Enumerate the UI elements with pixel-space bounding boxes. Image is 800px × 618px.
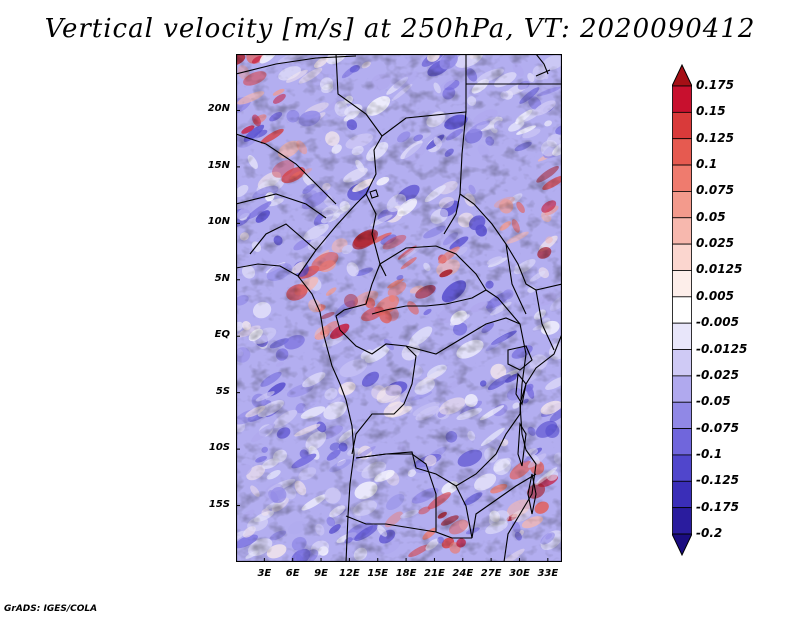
colorbar-segment xyxy=(672,375,692,403)
lon-label: 15E xyxy=(367,568,389,579)
colorbar-level-label: -0.175 xyxy=(696,499,739,514)
map-border xyxy=(236,54,562,562)
colorbar-level-label: -0.05 xyxy=(696,394,731,409)
lon-label: 27E xyxy=(480,568,502,579)
lat-label: 10S xyxy=(208,442,230,454)
congo-border xyxy=(339,329,417,455)
colorbar-level-label: 0.005 xyxy=(696,288,734,303)
sudan-border xyxy=(459,193,562,291)
map-panel xyxy=(236,54,562,562)
lon-label: 12E xyxy=(339,568,360,579)
colorbar-level-label: -0.075 xyxy=(696,420,739,435)
colorbar-segment xyxy=(672,428,692,456)
colorbar-segment xyxy=(672,349,692,377)
drc-border xyxy=(355,317,527,487)
colorbar-segment xyxy=(672,111,692,140)
colorbar-segment xyxy=(672,270,692,298)
country-borders xyxy=(236,54,562,562)
colorbar-level-label: 0.0125 xyxy=(696,262,743,277)
colorbar xyxy=(672,64,692,556)
lat-label: 5N xyxy=(214,272,230,284)
colorbar-level-label: -0.1 xyxy=(696,446,723,461)
lon-label: 6E xyxy=(285,568,300,579)
colorbar-segment xyxy=(672,296,692,324)
lat-label: EQ xyxy=(214,329,230,341)
colorbar-segment xyxy=(672,164,692,192)
cameroon-border xyxy=(335,263,381,331)
credit-text: GrADS: IGES/COLA xyxy=(4,604,98,614)
colorbar-top-triangle xyxy=(672,64,692,87)
lat-label: 15S xyxy=(208,498,230,510)
colorbar-segment xyxy=(672,243,692,271)
colorbar-segment xyxy=(672,507,692,535)
colorbar-segment xyxy=(672,138,692,166)
lon-label: 21E xyxy=(424,568,445,579)
coastline-east xyxy=(503,333,562,562)
egypt-border xyxy=(465,54,562,112)
lat-label: 5S xyxy=(215,385,230,397)
lon-label: 18E xyxy=(395,568,417,579)
zambia-border xyxy=(455,473,537,539)
colorbar-level-label: -0.0125 xyxy=(696,341,748,356)
colorbar-level-label: -0.125 xyxy=(696,473,739,488)
map-title: Vertical velocity [m/s] at 250hPa, VT: 2… xyxy=(44,14,756,44)
colorbar-level-label: 0.025 xyxy=(696,236,734,251)
colorbar-level-label: -0.2 xyxy=(696,526,723,540)
lon-label: 24E xyxy=(452,568,474,579)
vertical-velocity-map xyxy=(236,54,562,562)
colorbar-segment xyxy=(672,217,692,245)
colorbar-level-label: 0.075 xyxy=(696,183,734,198)
colorbar-segment xyxy=(672,401,692,429)
colorbar-segment xyxy=(672,322,692,350)
west-borders xyxy=(236,133,337,255)
lon-label: 30E xyxy=(509,568,530,579)
colorbar-segment xyxy=(672,454,692,482)
colorbar-segment xyxy=(672,85,692,113)
colorbar-level-label: 0.125 xyxy=(696,130,734,145)
colorbar-level-label: 0.1 xyxy=(696,157,718,172)
libya-border xyxy=(236,54,383,137)
lon-label: 3E xyxy=(257,568,272,579)
colorbar-level-label: -0.005 xyxy=(696,315,739,330)
colorbar-level-label: 0.05 xyxy=(696,209,726,224)
colorbar-level-label: 0.175 xyxy=(696,78,734,92)
east-borders xyxy=(485,243,555,351)
colorbar-segment xyxy=(672,191,692,219)
car-border xyxy=(371,245,487,315)
coastline-west xyxy=(236,263,355,562)
lon-label: 9E xyxy=(314,568,328,579)
lake-chad xyxy=(369,189,379,199)
colorbar-level-label: -0.025 xyxy=(696,367,739,382)
lat-label: 10N xyxy=(207,216,230,228)
great-lakes xyxy=(507,345,537,515)
colorbar-level-label: 0.15 xyxy=(696,104,726,119)
red-sea-coast xyxy=(535,54,551,77)
lat-label: 20N xyxy=(207,103,230,115)
lon-label: 33E xyxy=(537,568,559,579)
colorbar-bottom-triangle xyxy=(672,533,692,556)
angola-border xyxy=(345,453,472,539)
lat-label: 15N xyxy=(207,159,230,171)
colorbar-segment xyxy=(672,480,692,509)
chad-border xyxy=(365,111,467,235)
